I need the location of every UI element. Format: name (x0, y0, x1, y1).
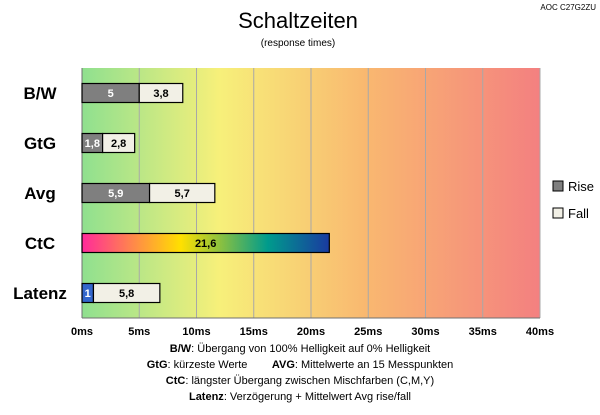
bar-fall (138, 82, 184, 104)
grid-lines (81, 68, 541, 319)
x-tick-label: 35ms (469, 326, 497, 338)
footnote-latenz: Latenz: Verzögerung + Mittelwert Avg ris… (188, 391, 412, 403)
bar-fall (148, 182, 216, 204)
bar-rise-label: 1 (85, 288, 91, 300)
legend-label: Rise (568, 179, 594, 194)
x-tick-label: 20ms (297, 326, 325, 338)
bar-fall (92, 282, 161, 304)
bar-fall-label: 3,8 (153, 88, 168, 100)
category-label: B/W (23, 84, 57, 103)
footnote-ctc: CtC: längster Übergang zwischen Mischfar… (165, 375, 435, 387)
bar-fall-label: 5,7 (175, 188, 190, 200)
x-tick-label: 10ms (182, 326, 210, 338)
x-tick-label: 15ms (240, 326, 268, 338)
bars: 5 3,8 1,8 2,8 5,9 5,7 21,6 1 5,8 (81, 82, 330, 304)
x-tick-label: 40ms (526, 326, 554, 338)
bar-rise-label: 1,8 (85, 138, 100, 150)
x-tick-label: 0ms (71, 326, 93, 338)
bar-rise-label: 21,6 (195, 238, 216, 250)
bar-fall (102, 132, 136, 154)
legend-swatch (552, 207, 564, 219)
bar-rise (81, 232, 330, 254)
legend-label: Fall (568, 206, 589, 221)
category-label: Avg (24, 184, 56, 203)
bar-rise-label: 5 (108, 88, 114, 100)
chart-subtitle: (response times) (261, 38, 335, 49)
category-label: CtC (25, 234, 55, 253)
x-tick-label: 25ms (354, 326, 382, 338)
x-axis-ticks: 0ms 5ms 10ms 15ms 20ms 25ms 30ms 35ms 40ms (71, 326, 554, 338)
bar-fall-label: 5,8 (119, 288, 134, 300)
monitor-model-label: AOC C27G2ZU (540, 3, 596, 12)
category-label: GtG (24, 134, 56, 153)
category-label: Latenz (13, 284, 67, 303)
footnote-gtg-avg: GtG: kürzeste Werte AVG: Mittelwerte an … (146, 359, 454, 371)
bar-fall-label: 2,8 (111, 138, 126, 150)
footnote-bw: B/W: Übergang von 100% Helligkeit auf 0%… (169, 343, 431, 355)
x-tick-label: 30ms (411, 326, 439, 338)
bar-rise-label: 5,9 (108, 188, 123, 200)
legend-swatch (552, 180, 564, 192)
footnotes: B/W: Übergang von 100% Helligkeit auf 0%… (0, 341, 600, 405)
chart-title: Schaltzeiten (238, 8, 358, 33)
y-axis-categories: B/W GtG Avg CtC Latenz (13, 84, 67, 303)
x-tick-label: 5ms (128, 326, 150, 338)
legend: Rise Fall (552, 179, 594, 221)
